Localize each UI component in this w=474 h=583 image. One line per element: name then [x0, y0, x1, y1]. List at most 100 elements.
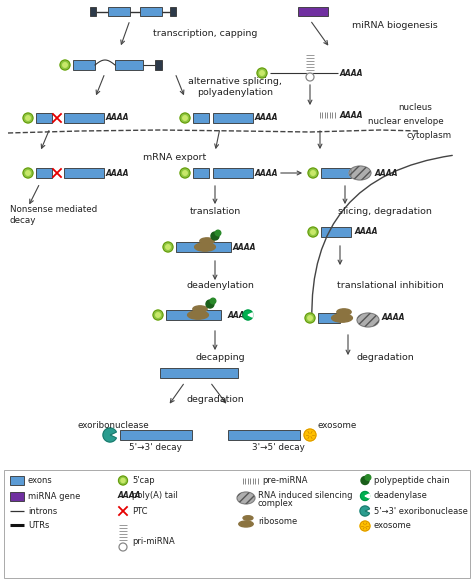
Text: AAAA: AAAA [340, 111, 364, 120]
Text: AAA: AAA [228, 311, 246, 319]
Ellipse shape [200, 238, 214, 244]
Text: degradation: degradation [186, 395, 244, 405]
Text: alternative splicing,
polyadenylation: alternative splicing, polyadenylation [188, 78, 282, 97]
Circle shape [206, 300, 214, 308]
Wedge shape [248, 313, 253, 317]
Circle shape [360, 521, 370, 531]
Circle shape [305, 313, 315, 323]
Text: deadenylase: deadenylase [374, 491, 428, 500]
Text: exosome: exosome [374, 522, 412, 531]
Text: decapping: decapping [195, 353, 245, 361]
FancyBboxPatch shape [155, 60, 162, 70]
Text: AAAA: AAAA [233, 243, 256, 251]
Circle shape [166, 245, 170, 250]
Text: AAAA: AAAA [382, 314, 405, 322]
Text: AAAA: AAAA [375, 168, 399, 177]
Circle shape [308, 168, 318, 178]
FancyBboxPatch shape [90, 7, 96, 16]
Wedge shape [103, 428, 116, 442]
Text: introns: introns [28, 507, 57, 515]
Text: RNA induced silencing: RNA induced silencing [258, 490, 353, 500]
Text: AAAA: AAAA [340, 68, 364, 78]
Circle shape [180, 113, 190, 123]
FancyBboxPatch shape [193, 168, 209, 178]
Circle shape [260, 71, 264, 75]
FancyBboxPatch shape [318, 313, 340, 323]
Text: 5'→3' decay: 5'→3' decay [128, 444, 182, 452]
FancyBboxPatch shape [64, 168, 104, 178]
Text: AAAA: AAAA [255, 168, 279, 177]
FancyBboxPatch shape [36, 113, 52, 123]
Circle shape [183, 171, 187, 175]
Text: 5'→3' exoribonuclease: 5'→3' exoribonuclease [374, 507, 468, 515]
Circle shape [210, 298, 216, 304]
Text: AAAA: AAAA [106, 168, 129, 177]
FancyBboxPatch shape [298, 7, 328, 16]
Text: pri-miRNA: pri-miRNA [132, 538, 175, 546]
Circle shape [308, 227, 318, 237]
Circle shape [311, 171, 315, 175]
Circle shape [243, 310, 253, 320]
FancyBboxPatch shape [36, 168, 52, 178]
Circle shape [156, 312, 160, 317]
FancyBboxPatch shape [176, 242, 231, 252]
Text: slicing, degradation: slicing, degradation [338, 208, 432, 216]
FancyBboxPatch shape [140, 7, 162, 16]
Text: UTRs: UTRs [28, 521, 49, 529]
FancyBboxPatch shape [160, 368, 238, 378]
Text: nucleus: nucleus [398, 104, 432, 113]
FancyBboxPatch shape [108, 7, 130, 16]
Ellipse shape [193, 306, 207, 312]
Ellipse shape [337, 309, 351, 315]
Ellipse shape [237, 492, 255, 504]
Ellipse shape [243, 516, 253, 520]
Wedge shape [365, 494, 370, 498]
Circle shape [211, 232, 219, 240]
Text: Nonsense mediated
decay: Nonsense mediated decay [10, 205, 97, 224]
Wedge shape [360, 506, 370, 516]
Circle shape [121, 479, 125, 483]
Text: 3'→5' decay: 3'→5' decay [252, 444, 304, 452]
FancyBboxPatch shape [170, 7, 176, 16]
Circle shape [361, 476, 369, 484]
Text: nuclear envelope: nuclear envelope [368, 118, 444, 127]
FancyBboxPatch shape [321, 227, 351, 237]
FancyBboxPatch shape [64, 113, 104, 123]
Circle shape [311, 230, 315, 234]
Ellipse shape [332, 314, 352, 322]
FancyBboxPatch shape [115, 60, 143, 70]
Text: cytoplasm: cytoplasm [407, 132, 452, 141]
Circle shape [23, 113, 33, 123]
Text: deadenylation: deadenylation [186, 280, 254, 290]
Circle shape [119, 543, 127, 551]
Circle shape [257, 68, 267, 78]
Text: exosome: exosome [318, 420, 357, 430]
Text: ribosome: ribosome [258, 518, 297, 526]
Text: mRNA export: mRNA export [143, 153, 207, 163]
Circle shape [304, 429, 316, 441]
FancyBboxPatch shape [10, 492, 24, 501]
Text: PTC: PTC [132, 507, 147, 515]
FancyBboxPatch shape [73, 60, 95, 70]
Circle shape [180, 168, 190, 178]
Circle shape [23, 168, 33, 178]
Circle shape [163, 242, 173, 252]
FancyBboxPatch shape [213, 168, 253, 178]
Text: poly(A) tail: poly(A) tail [132, 491, 178, 500]
Text: exons: exons [28, 476, 53, 485]
Circle shape [153, 310, 163, 320]
FancyBboxPatch shape [166, 310, 221, 320]
Circle shape [26, 116, 30, 120]
Text: translation: translation [190, 208, 241, 216]
Text: exoribonuclease: exoribonuclease [78, 420, 150, 430]
Text: pre-miRNA: pre-miRNA [262, 476, 308, 485]
FancyBboxPatch shape [193, 113, 209, 123]
FancyBboxPatch shape [228, 430, 300, 440]
Text: AAAA: AAAA [118, 491, 142, 500]
Text: 5'cap: 5'cap [132, 476, 155, 485]
Text: degradation: degradation [356, 353, 414, 361]
Circle shape [183, 116, 187, 120]
Circle shape [306, 73, 314, 81]
Text: AAAA: AAAA [355, 227, 379, 237]
FancyBboxPatch shape [321, 168, 351, 178]
